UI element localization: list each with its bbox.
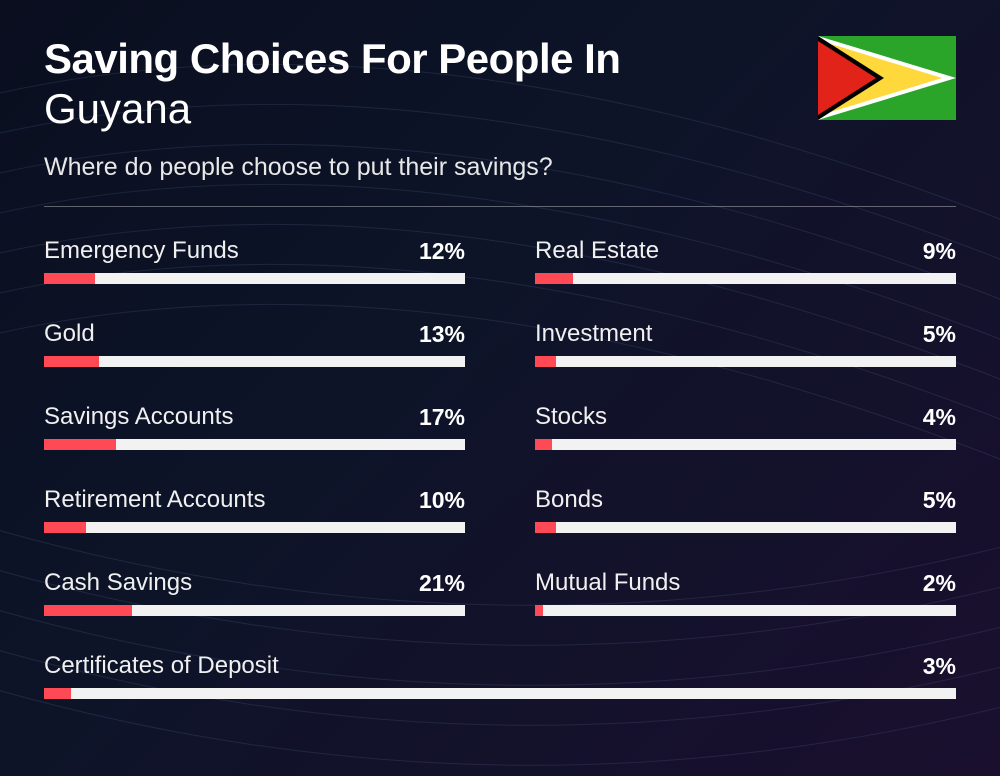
item-label: Certificates of Deposit (44, 652, 279, 680)
item-value: 9% (923, 238, 956, 265)
guyana-flag-icon (818, 36, 956, 120)
item-value: 21% (419, 570, 465, 597)
bar-fill (535, 522, 556, 533)
item-head: Emergency Funds 12% (44, 237, 465, 265)
bar-track (535, 605, 956, 616)
item-label: Mutual Funds (535, 569, 680, 597)
savings-item: Emergency Funds 12% (44, 237, 465, 284)
bar-track (535, 273, 956, 284)
bar-fill (535, 273, 573, 284)
savings-item: Retirement Accounts 10% (44, 486, 465, 533)
item-value: 10% (419, 487, 465, 514)
bar-track (535, 356, 956, 367)
item-label: Emergency Funds (44, 237, 239, 265)
item-label: Cash Savings (44, 569, 192, 597)
bar-track (44, 522, 465, 533)
item-head: Gold 13% (44, 320, 465, 348)
bar-fill (535, 439, 552, 450)
savings-item: Certificates of Deposit 3% (44, 652, 956, 699)
bar-track (44, 605, 465, 616)
header: Saving Choices For People In Guyana Wher… (44, 36, 956, 182)
item-head: Stocks 4% (535, 403, 956, 431)
bar-fill (44, 688, 71, 699)
bar-fill (535, 356, 556, 367)
item-head: Retirement Accounts 10% (44, 486, 465, 514)
savings-item: Mutual Funds 2% (535, 569, 956, 616)
item-label: Real Estate (535, 237, 659, 265)
bar-track (44, 439, 465, 450)
item-value: 5% (923, 321, 956, 348)
item-head: Cash Savings 21% (44, 569, 465, 597)
savings-item: Stocks 4% (535, 403, 956, 450)
item-value: 2% (923, 570, 956, 597)
bar-track (44, 273, 465, 284)
item-value: 13% (419, 321, 465, 348)
item-value: 4% (923, 404, 956, 431)
savings-item: Cash Savings 21% (44, 569, 465, 616)
savings-item: Gold 13% (44, 320, 465, 367)
item-head: Savings Accounts 17% (44, 403, 465, 431)
item-label: Investment (535, 320, 652, 348)
savings-grid: Emergency Funds 12% Real Estate 9% Gold 13% In… (44, 237, 956, 699)
item-value: 17% (419, 404, 465, 431)
bar-fill (535, 605, 543, 616)
item-value: 5% (923, 487, 956, 514)
item-label: Gold (44, 320, 95, 348)
divider (44, 206, 956, 207)
savings-item: Savings Accounts 17% (44, 403, 465, 450)
savings-item: Investment 5% (535, 320, 956, 367)
item-value: 3% (923, 653, 956, 680)
bar-fill (44, 439, 116, 450)
bar-track (44, 688, 956, 699)
item-value: 12% (419, 238, 465, 265)
item-head: Bonds 5% (535, 486, 956, 514)
item-label: Bonds (535, 486, 603, 514)
subtitle: Where do people choose to put their savi… (44, 153, 956, 182)
item-head: Real Estate 9% (535, 237, 956, 265)
bar-track (535, 439, 956, 450)
bar-track (44, 356, 465, 367)
item-head: Investment 5% (535, 320, 956, 348)
bar-fill (44, 522, 86, 533)
bar-fill (44, 605, 132, 616)
savings-item: Bonds 5% (535, 486, 956, 533)
savings-item: Real Estate 9% (535, 237, 956, 284)
bar-fill (44, 273, 95, 284)
item-head: Mutual Funds 2% (535, 569, 956, 597)
item-label: Retirement Accounts (44, 486, 265, 514)
bar-track (535, 522, 956, 533)
bar-fill (44, 356, 99, 367)
item-label: Stocks (535, 403, 607, 431)
item-label: Savings Accounts (44, 403, 233, 431)
item-head: Certificates of Deposit 3% (44, 652, 956, 680)
